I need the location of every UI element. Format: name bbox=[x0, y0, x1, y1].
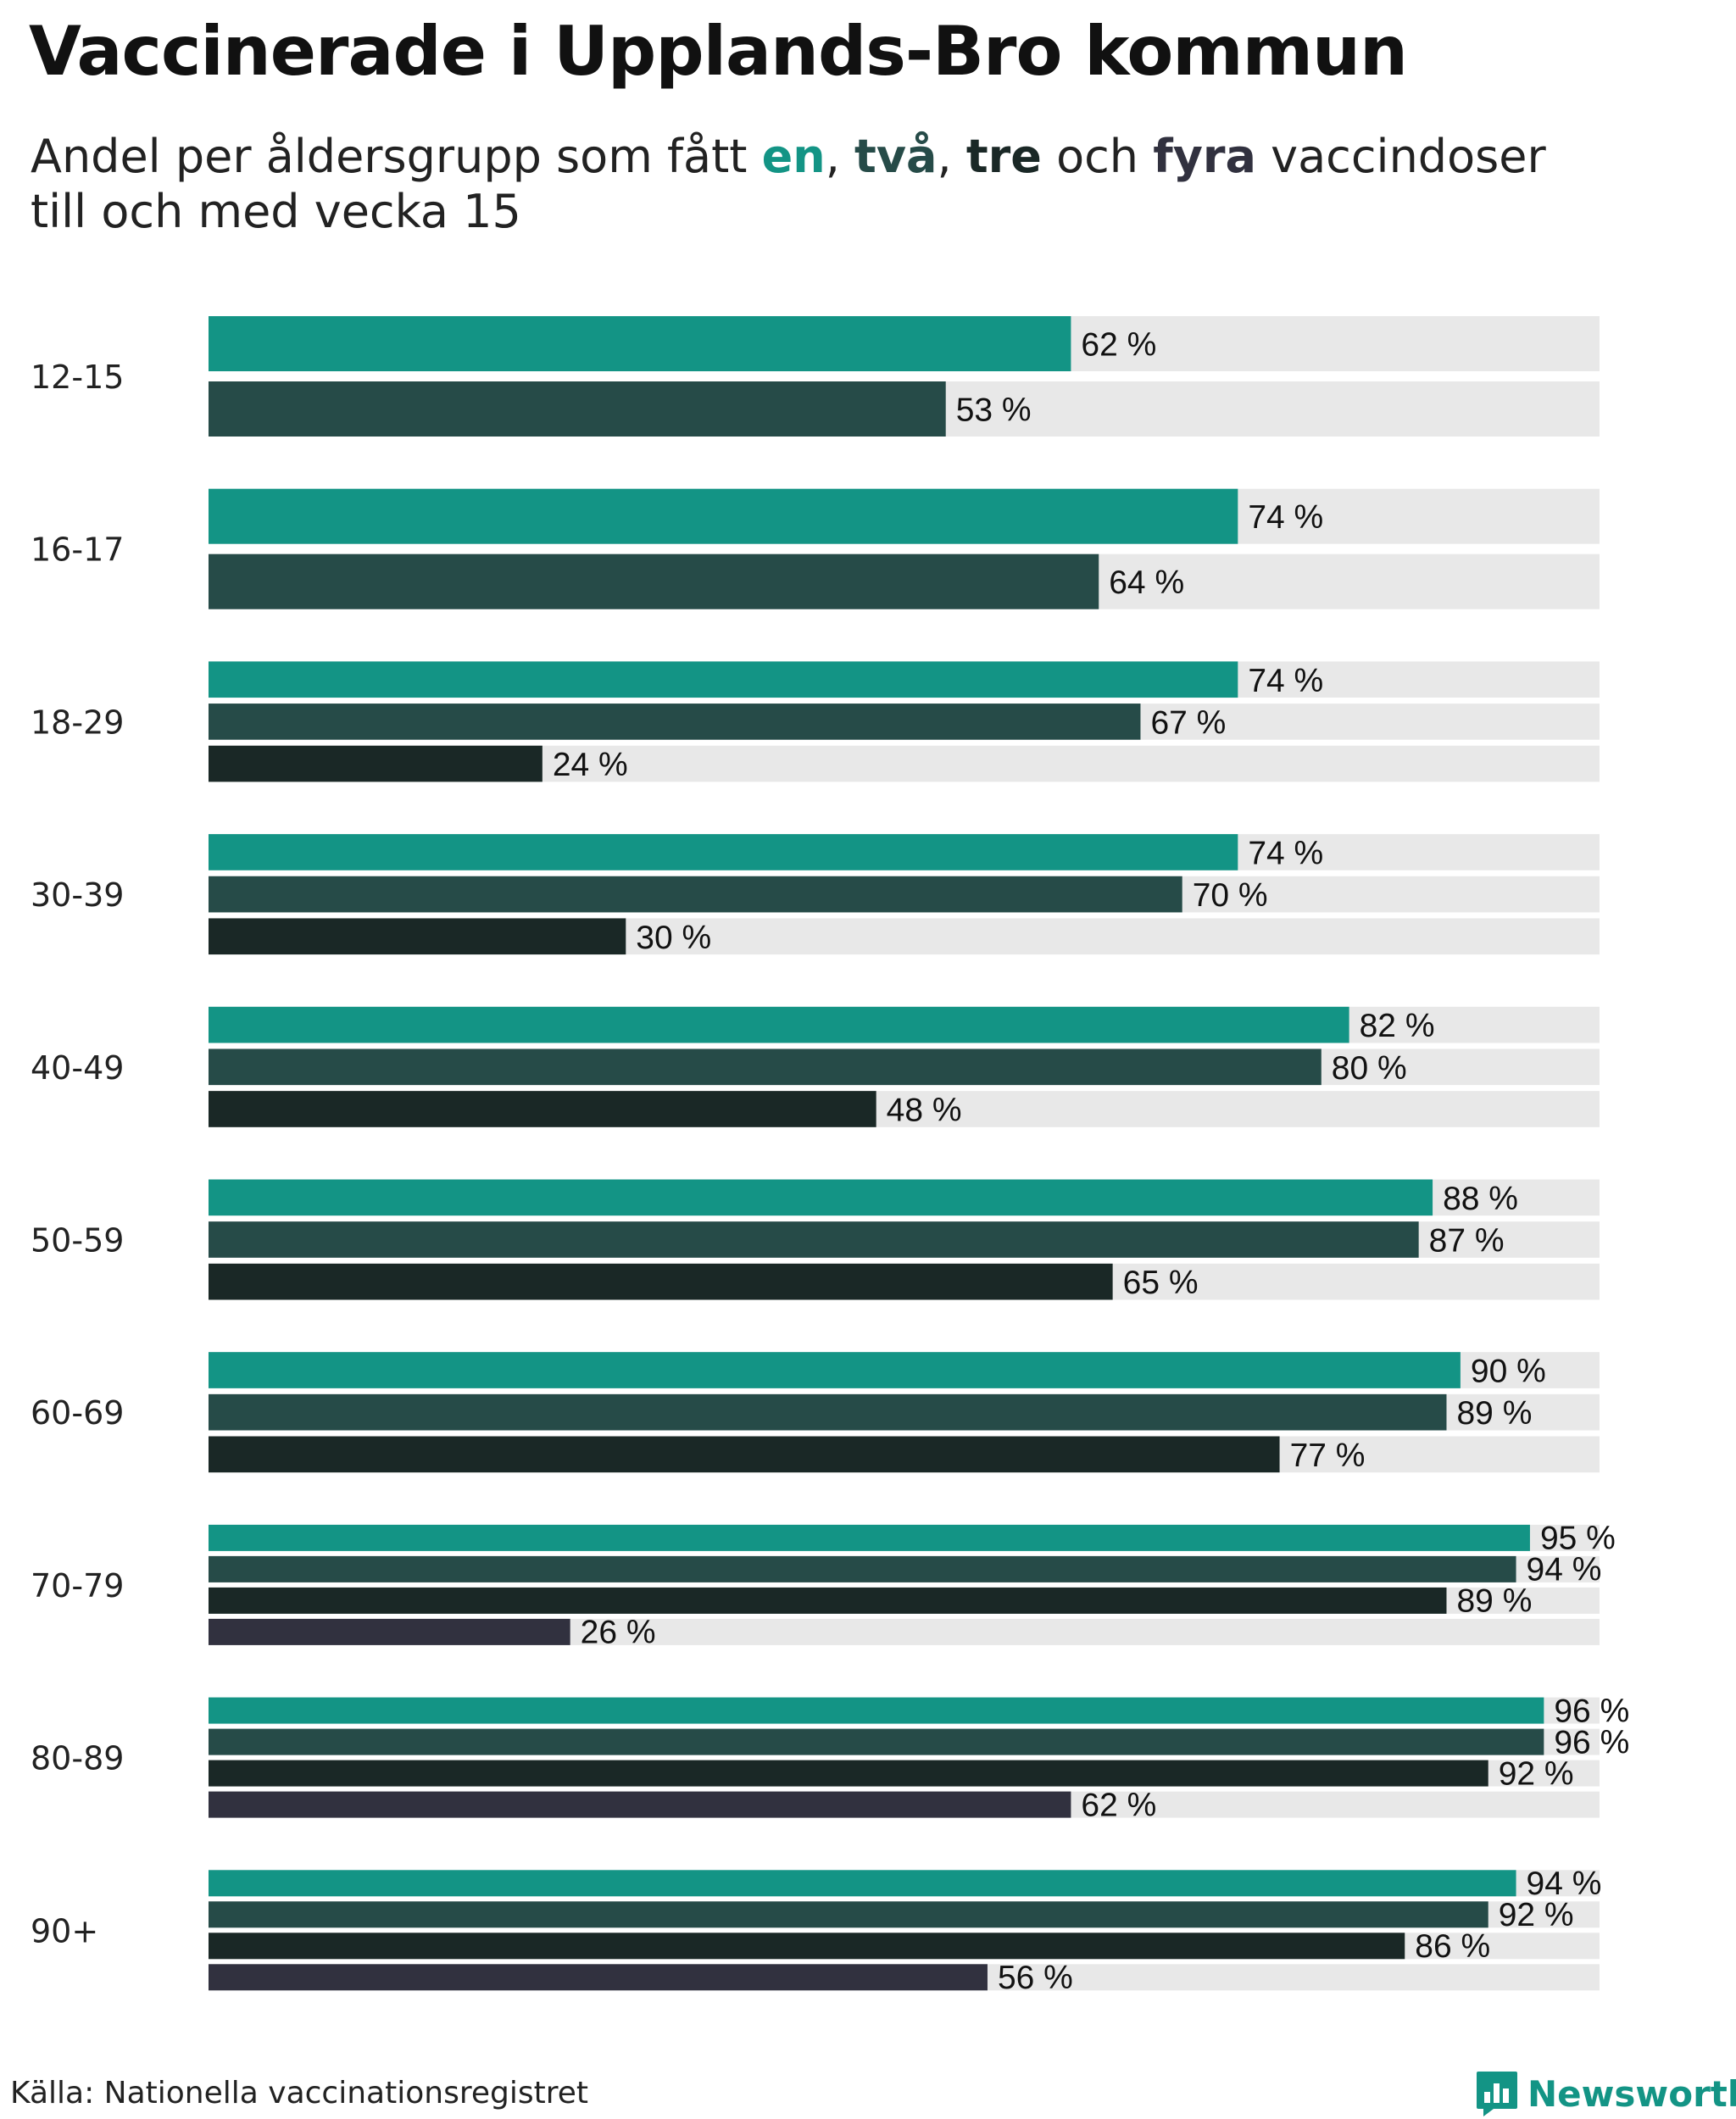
bar-dose-3 bbox=[209, 1263, 1113, 1300]
data-label: 24 % bbox=[553, 747, 628, 783]
data-label: 53 % bbox=[956, 392, 1032, 429]
data-label: 80 % bbox=[1332, 1050, 1407, 1087]
chart-title: Vaccinerade i Upplands-Bro kommun bbox=[29, 12, 1408, 91]
data-label: 96 % bbox=[1554, 1693, 1629, 1729]
bar-dose-3 bbox=[209, 745, 542, 782]
data-label: 48 % bbox=[887, 1093, 962, 1129]
bar-dose-3 bbox=[209, 1933, 1405, 1960]
bar-dose-1 bbox=[209, 661, 1238, 698]
subtitle-prefix: Andel per åldersgrupp som fått bbox=[31, 130, 762, 183]
bar-dose-2 bbox=[209, 1901, 1488, 1928]
data-label: 62 % bbox=[1081, 1787, 1156, 1823]
subtitle-separator: , bbox=[937, 130, 966, 183]
brand-name: Newsworthy bbox=[1527, 2072, 1736, 2115]
category-label: 12-15 bbox=[31, 359, 124, 396]
subtitle-dose-three: tre bbox=[965, 130, 1042, 183]
data-label: 95 % bbox=[1540, 1521, 1616, 1557]
bar-dose-1 bbox=[209, 1524, 1530, 1551]
data-label: 90 % bbox=[1471, 1354, 1546, 1390]
category-label: 30-39 bbox=[31, 876, 124, 914]
data-label: 92 % bbox=[1499, 1897, 1574, 1933]
newsworthy-logo-icon bbox=[1477, 2072, 1517, 2116]
category-label: 90+ bbox=[31, 1912, 98, 1949]
data-label: 64 % bbox=[1109, 565, 1184, 601]
data-label: 26 % bbox=[581, 1615, 656, 1651]
data-label: 88 % bbox=[1443, 1181, 1518, 1217]
category-label: 80-89 bbox=[31, 1740, 124, 1777]
chart-subtitle: Andel per åldersgrupp som fått en, två, … bbox=[31, 129, 1641, 239]
subtitle-dose-one: en bbox=[761, 130, 826, 183]
bar-dose-2 bbox=[209, 1048, 1321, 1086]
bar-dose-4 bbox=[209, 1964, 988, 1991]
data-label: 74 % bbox=[1248, 499, 1323, 536]
subtitle-separator: och bbox=[1041, 130, 1154, 183]
bar-dose-3 bbox=[209, 1436, 1280, 1473]
bar-dose-3 bbox=[209, 1587, 1447, 1614]
data-label: 87 % bbox=[1429, 1223, 1505, 1260]
data-label: 62 % bbox=[1081, 327, 1156, 364]
bar-dose-1 bbox=[209, 834, 1238, 870]
data-label: 92 % bbox=[1499, 1755, 1574, 1792]
bar-dose-1 bbox=[209, 488, 1238, 544]
bar-dose-4 bbox=[209, 1618, 570, 1645]
subtitle-separator: , bbox=[825, 130, 855, 183]
bar-dose-1 bbox=[209, 1352, 1461, 1388]
data-label: 89 % bbox=[1456, 1583, 1532, 1620]
bar-dose-1 bbox=[209, 1870, 1516, 1897]
data-label: 89 % bbox=[1456, 1395, 1532, 1432]
data-label: 74 % bbox=[1248, 835, 1323, 871]
data-label: 94 % bbox=[1527, 1552, 1602, 1588]
category-label: 16-17 bbox=[31, 531, 124, 569]
data-label: 70 % bbox=[1193, 877, 1268, 914]
subtitle-dose-four: fyra bbox=[1153, 130, 1256, 183]
data-label: 67 % bbox=[1150, 704, 1226, 741]
bar-dose-2 bbox=[209, 1393, 1447, 1431]
data-label: 96 % bbox=[1554, 1724, 1629, 1760]
category-label: 50-59 bbox=[31, 1222, 124, 1260]
data-label: 65 % bbox=[1123, 1265, 1199, 1301]
bar-dose-1 bbox=[209, 1697, 1544, 1724]
category-label: 40-49 bbox=[31, 1049, 124, 1087]
bar-dose-2 bbox=[209, 553, 1099, 609]
bar-dose-2 bbox=[209, 1221, 1419, 1258]
source-note: Källa: Nationella vaccinationsregistret bbox=[10, 2076, 588, 2111]
bar-dose-1 bbox=[209, 316, 1071, 371]
bar-dose-4 bbox=[209, 1791, 1071, 1818]
bar-dose-1 bbox=[209, 1179, 1433, 1216]
subtitle-suffix: vaccindoser bbox=[1255, 130, 1546, 183]
subtitle-period: till och med vecka 15 bbox=[31, 185, 521, 238]
category-label: 18-29 bbox=[31, 704, 124, 741]
category-label: 60-69 bbox=[31, 1394, 124, 1432]
brand-logo: Newsworthy bbox=[1475, 2068, 1736, 2119]
data-label: 77 % bbox=[1290, 1438, 1366, 1474]
bar-dose-2 bbox=[209, 1728, 1544, 1755]
subtitle-dose-two: två bbox=[854, 130, 938, 183]
bar-dose-2 bbox=[209, 1555, 1516, 1582]
data-label: 74 % bbox=[1248, 663, 1323, 699]
bar-dose-3 bbox=[209, 918, 626, 955]
data-label: 82 % bbox=[1360, 1008, 1435, 1044]
category-label: 70-79 bbox=[31, 1567, 124, 1605]
data-label: 30 % bbox=[636, 920, 711, 956]
bar-dose-3 bbox=[209, 1760, 1488, 1787]
bar-dose-2 bbox=[209, 381, 946, 437]
bar-dose-1 bbox=[209, 1006, 1349, 1043]
bar-dose-2 bbox=[209, 704, 1141, 740]
data-label: 86 % bbox=[1415, 1928, 1490, 1965]
bar-dose-2 bbox=[209, 876, 1182, 913]
data-label: 56 % bbox=[998, 1960, 1073, 1996]
bar-dose-3 bbox=[209, 1091, 876, 1127]
data-label: 94 % bbox=[1527, 1866, 1602, 1902]
